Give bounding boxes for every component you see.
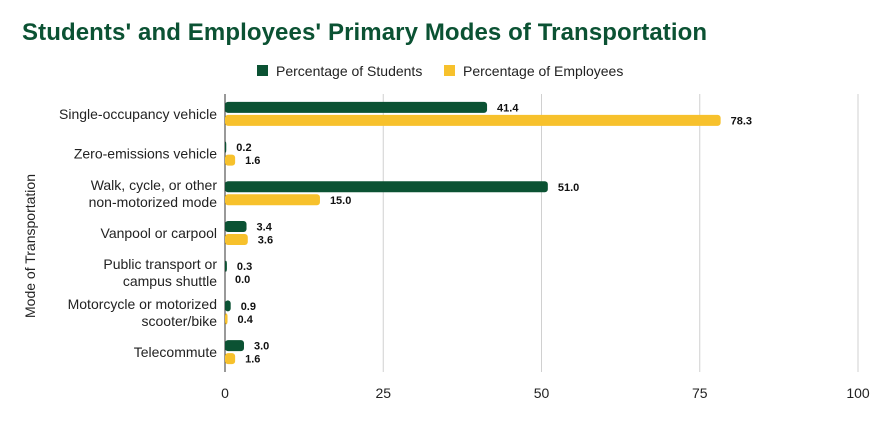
legend-label: Percentage of Employees: [463, 63, 623, 79]
employees-bar: [225, 313, 228, 325]
employees-bar: [225, 194, 320, 206]
data-label: 15.0: [330, 195, 351, 207]
x-tick-label: 75: [692, 385, 708, 401]
data-label: 0.3: [237, 261, 252, 273]
students-bar: [225, 101, 488, 113]
students-bar: [225, 300, 231, 312]
students-bar: [225, 340, 244, 352]
category-label: non-motorized mode: [89, 194, 218, 210]
data-label: 3.4: [257, 222, 273, 234]
students-bar: [225, 221, 247, 232]
employees-bar: [225, 234, 248, 245]
employees-bar: [225, 154, 236, 166]
x-tick-label: 100: [846, 385, 870, 401]
x-tick-label: 25: [375, 385, 391, 401]
data-label: 0.0: [235, 274, 250, 286]
employees-bar: [225, 353, 236, 365]
data-label: 0.2: [236, 142, 251, 154]
category-label: campus shuttle: [123, 273, 217, 289]
employees-bar: [225, 114, 721, 126]
category-label: Public transport or: [103, 256, 217, 272]
chart-title: Students' and Employees' Primary Modes o…: [22, 19, 708, 46]
data-label: 3.0: [254, 341, 269, 353]
students-bar: [225, 141, 227, 153]
data-label: 1.6: [245, 354, 260, 366]
data-label: 1.6: [245, 155, 260, 167]
category-label: scooter/bike: [142, 313, 218, 329]
category-label: Motorcycle or motorized: [68, 296, 217, 312]
legend-swatch-employees: [444, 65, 455, 76]
data-label: 3.6: [258, 235, 273, 247]
category-label: Zero-emissions vehicle: [74, 146, 217, 162]
students-bar: [225, 260, 227, 272]
data-label: 78.3: [731, 115, 752, 127]
x-tick-label: 50: [534, 385, 550, 401]
category-label: Single-occupancy vehicle: [59, 106, 217, 122]
x-tick-label: 0: [221, 385, 229, 401]
data-label: 0.4: [238, 314, 254, 326]
data-label: 0.9: [241, 301, 256, 313]
legend-label: Percentage of Students: [276, 63, 422, 79]
category-label: Vanpool or carpool: [101, 225, 217, 241]
category-label: Walk, cycle, or other: [91, 177, 218, 193]
category-label: Telecommute: [134, 344, 217, 360]
students-bar: [225, 181, 548, 193]
data-label: 41.4: [497, 102, 519, 114]
legend-swatch-students: [257, 65, 268, 76]
y-axis-title: Mode of Transportation: [22, 174, 38, 318]
data-label: 51.0: [558, 182, 579, 194]
